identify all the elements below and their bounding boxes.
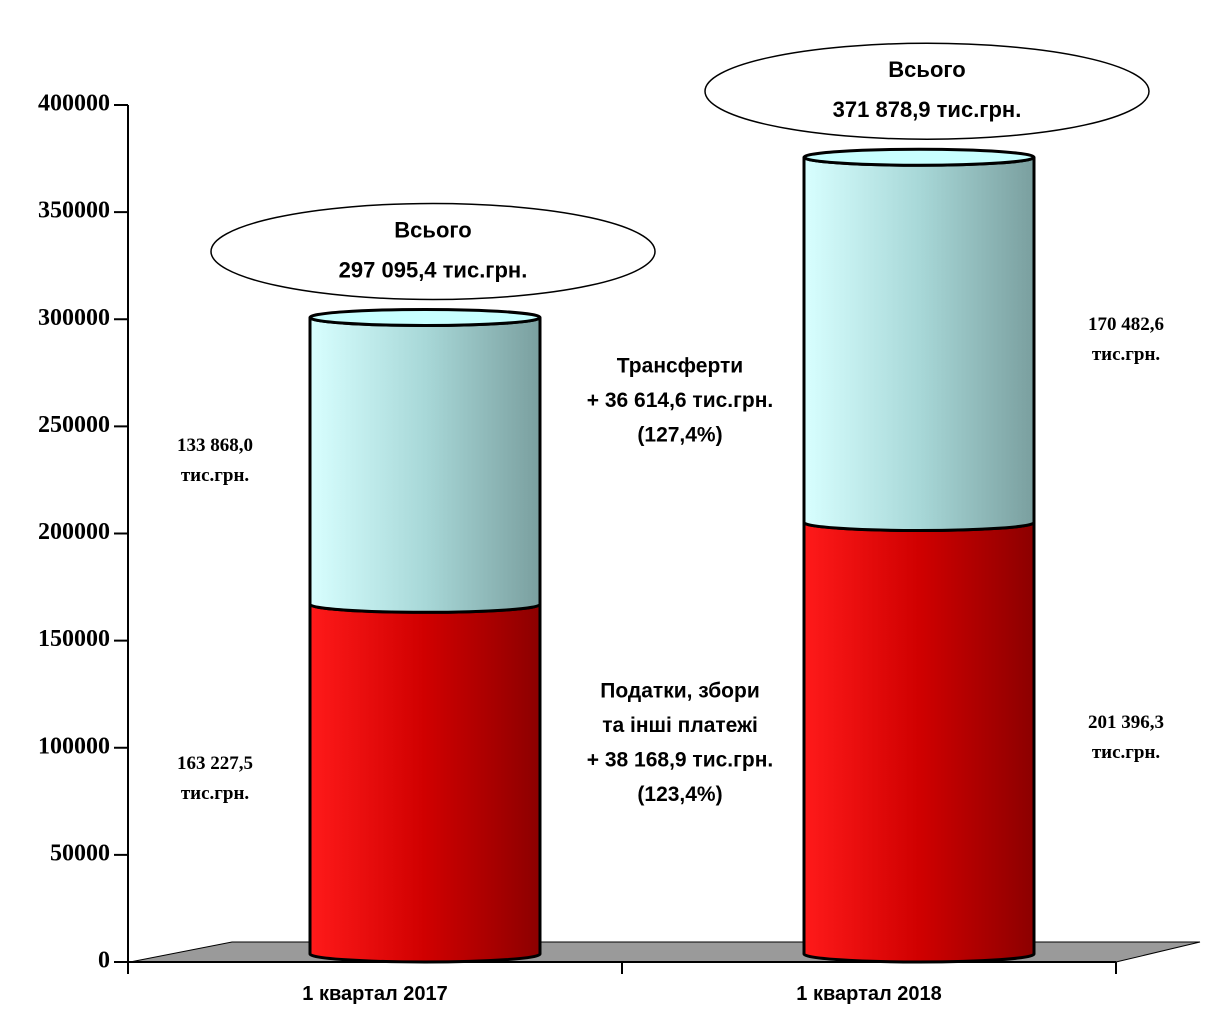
total-title: Всього [394,217,471,242]
total-bubble [704,42,1150,140]
annotation: + 36 614,6 тис.грн. [587,389,773,412]
y-tick-label: 200000 [38,519,110,545]
annotation: та інші платежі [602,714,758,737]
y-tick-label: 400000 [38,91,110,117]
bar-top [802,147,1036,167]
value-label: 163 227,5 тис.грн. [177,753,253,805]
value-label: 170 482,6 тис.грн. [1088,313,1164,365]
bar-segment [308,603,542,964]
total-label: 297 095,4 тис.грн. [339,257,528,282]
bar-segment [308,316,542,614]
annotation: (127,4%) [637,424,722,447]
annotation: (123,4%) [637,783,722,806]
floor [129,941,1201,963]
annotation: Трансферти [617,355,743,378]
y-tick-label: 50000 [50,840,110,866]
bar-segment [802,156,1036,533]
x-tick-label: 1 квартал 2018 [796,983,941,1005]
total-label: 371 878,9 тис.грн. [833,97,1022,122]
annotation: Податки, збори [600,680,759,703]
y-tick-label: 100000 [38,733,110,759]
x-tick-label: 1 квартал 2017 [302,983,447,1005]
y-tick-label: 350000 [38,198,110,224]
value-label: 201 396,3 тис.грн. [1088,712,1164,764]
value-label: 133 868,0 тис.грн. [177,434,253,486]
bar-segment [802,521,1036,964]
y-tick-label: 150000 [38,626,110,652]
total-title: Всього [888,57,965,82]
y-tick-label: 0 [98,948,110,974]
y-tick-label: 250000 [38,412,110,438]
y-tick-label: 300000 [38,305,110,331]
annotation: + 38 168,9 тис.грн. [587,749,773,772]
total-bubble [210,202,656,301]
bar-top [308,307,542,327]
